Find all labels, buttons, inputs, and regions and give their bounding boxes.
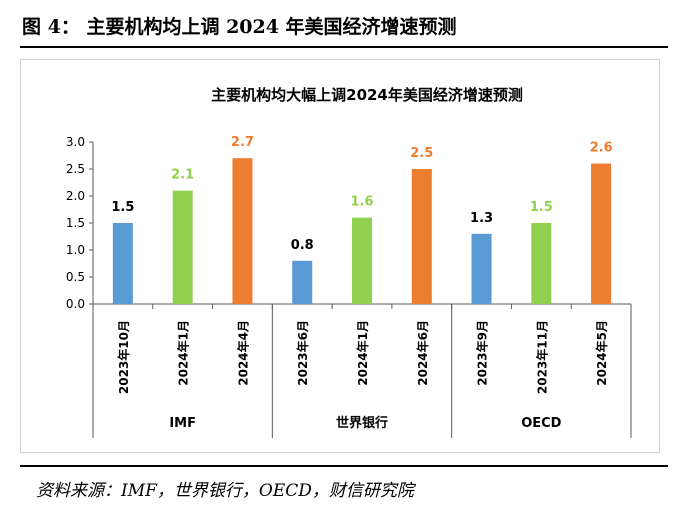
value-label: 2.5: [410, 146, 433, 161]
chart-frame: 主要机构均大幅上调2024年美国经济增速预测 0.0 0.5 1.0 1.5 2.0 2.5…: [20, 59, 660, 453]
category-label: 2023年10月: [116, 320, 131, 394]
bar-OECD-2023年11月: [531, 223, 552, 304]
y-tick-label: 1.0: [66, 243, 85, 257]
y-tick-label: 1.5: [66, 216, 85, 230]
chart-title: 主要机构均大幅上调2024年美国经济增速预测: [211, 86, 523, 104]
category-label: 2024年1月: [176, 320, 191, 386]
bar-IMF-2024年4月: [232, 158, 253, 304]
y-tick-label: 3.0: [66, 135, 85, 149]
bar-IMF-2023年10月: [112, 223, 133, 304]
figure-title: 图 4： 主要机构均上调 2024 年美国经济增速预测: [22, 16, 457, 38]
value-label: 2.1: [171, 168, 194, 183]
category-label: 2024年6月: [415, 320, 430, 386]
value-label: 1.5: [530, 200, 553, 215]
group-label: OECD: [521, 416, 561, 431]
bar-chart: 主要机构均大幅上调2024年美国经济增速预测 0.0 0.5 1.0 1.5 2.0 2.5…: [66, 86, 632, 438]
y-tick-label: 2.5: [66, 162, 85, 176]
group-label: IMF: [169, 416, 196, 431]
y-tick-label: 2.0: [66, 189, 85, 203]
value-label: 0.8: [291, 238, 314, 253]
category-label: 2023年6月: [295, 320, 310, 386]
value-label: 1.5: [111, 200, 134, 215]
category-label: 2023年9月: [475, 320, 490, 386]
category-label: 2024年4月: [235, 320, 250, 386]
group-label: 世界银行: [336, 415, 388, 431]
bar-世界银行-2024年1月: [352, 217, 372, 304]
bar-世界银行-2024年6月: [411, 169, 432, 304]
bar-OECD-2023年9月: [471, 233, 492, 304]
y-tick-label: 0.0: [66, 297, 85, 311]
category-label: 2024年5月: [594, 320, 609, 386]
value-label: 2.7: [231, 135, 254, 150]
bar-OECD-2024年5月: [591, 163, 612, 304]
category-label: 2024年1月: [355, 320, 370, 386]
y-tick-label: 0.5: [66, 270, 85, 284]
source-note: 资料来源：IMF，世界银行，OECD，财信研究院: [36, 481, 414, 501]
value-label: 1.6: [350, 195, 373, 210]
top-rule: [20, 46, 668, 48]
bar-世界银行-2023年6月: [292, 260, 313, 304]
bar-IMF-2024年1月: [172, 190, 193, 304]
value-label: 2.6: [590, 141, 613, 156]
category-label: 2023年11月: [534, 320, 549, 394]
bottom-rule: [20, 465, 668, 467]
value-label: 1.3: [470, 211, 493, 226]
